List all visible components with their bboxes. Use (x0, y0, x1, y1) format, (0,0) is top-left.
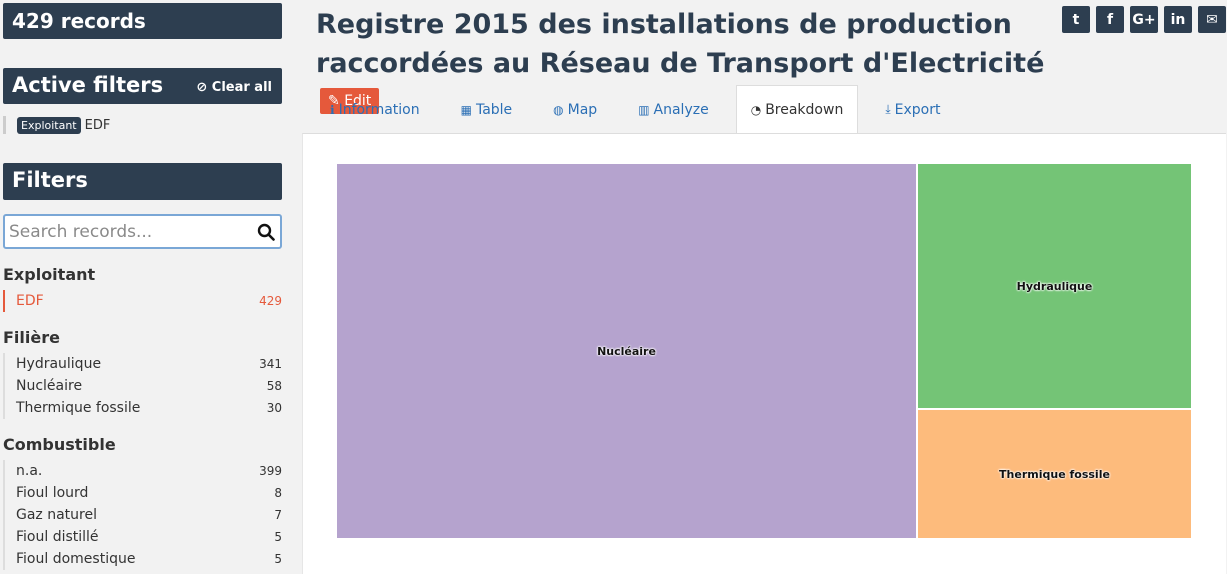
edit-label: Edit (344, 92, 372, 109)
clear-icon: ⊘ (196, 80, 208, 95)
facet-item-count: 5 (274, 552, 282, 566)
download-icon: ⤓ (885, 102, 891, 116)
tab-breakdown[interactable]: ◔ Breakdown (735, 85, 859, 134)
clear-all-label: Clear all (211, 80, 272, 95)
facet-item-count: 30 (266, 401, 282, 415)
google-plus-icon[interactable]: G+ (1130, 6, 1158, 33)
facet-item-gaz-naturel[interactable]: Gaz naturel 7 (5, 504, 282, 526)
facet-item-count: 58 (266, 379, 282, 393)
tab-label: Information (338, 101, 420, 118)
linkedin-icon[interactable]: in (1164, 6, 1192, 33)
treemap-label-hydraulique: Hydraulique (1016, 279, 1093, 293)
facet-item-thermique-fossile[interactable]: Thermique fossile 30 (5, 397, 282, 419)
bar-chart-icon: ▥ (638, 102, 650, 117)
tab-information[interactable]: ℹ Information (316, 85, 434, 134)
email-icon[interactable]: ✉ (1198, 6, 1226, 33)
facet-item-label: Fioul domestique (16, 551, 136, 567)
clear-all-button[interactable]: ⊘ Clear all (196, 80, 272, 95)
search-box (3, 214, 282, 249)
tab-export[interactable]: ⤓ Export (871, 85, 954, 134)
facet-item-fioul-lourd[interactable]: Fioul lourd 8 (5, 482, 282, 504)
search-input[interactable] (5, 216, 245, 247)
info-icon: ℹ (330, 102, 335, 117)
table-icon: ▦ (460, 102, 472, 117)
page-title: Registre 2015 des installations de produ… (316, 5, 1056, 122)
facet-item-hydraulique[interactable]: Hydraulique 341 (5, 353, 282, 375)
active-filter-tag: Exploitant (17, 116, 81, 134)
tab-label: Breakdown (765, 102, 844, 118)
active-filters-title: Active filters (12, 73, 164, 97)
tab-label: Export (894, 101, 941, 118)
facet-item-fioul-domestique[interactable]: Fioul domestique 5 (5, 548, 282, 570)
treemap-label-thermique-fossile: Thermique fossile (999, 467, 1110, 481)
active-filter-value: EDF (84, 117, 111, 133)
facet-item-label: Thermique fossile (16, 400, 141, 416)
twitter-icon[interactable]: t (1062, 6, 1090, 33)
treemap-cell-nucleaire[interactable]: Nucléaire (336, 163, 917, 539)
facet-item-label: Fioul distillé (16, 529, 99, 545)
facet-list-exploitant: EDF 429 (3, 290, 282, 312)
active-filters-header: Active filters ⊘ Clear all (3, 68, 282, 104)
tab-analyze[interactable]: ▥ Analyze (624, 85, 723, 134)
pencil-icon: ✎ (328, 92, 340, 109)
facet-item-label: EDF (16, 293, 44, 309)
facet-item-count: 429 (259, 294, 282, 308)
sidebar: 429 records Active filters ⊘ Clear all E… (0, 0, 290, 574)
tab-label: Analyze (653, 101, 709, 118)
tab-label: Map (567, 101, 598, 118)
facebook-icon[interactable]: f (1096, 6, 1124, 33)
page-title-line1: Registre 2015 des installations de produ… (316, 9, 1012, 40)
records-count: 429 records (3, 3, 282, 39)
facet-item-label: Fioul lourd (16, 485, 89, 501)
pie-chart-icon: ◔ (750, 103, 762, 117)
page-title-line2: raccordées au Réseau de Transport d'Elec… (316, 48, 1045, 79)
facet-title-combustible: Combustible (3, 435, 116, 454)
filters-title: Filters (3, 163, 282, 200)
facet-item-label: Gaz naturel (16, 507, 97, 523)
tab-table[interactable]: ▦ Table (447, 85, 527, 134)
facet-item-count: 8 (274, 486, 282, 500)
search-icon[interactable] (257, 223, 275, 241)
facet-item-count: 341 (259, 357, 282, 371)
facet-item-fioul-distille[interactable]: Fioul distillé 5 (5, 526, 282, 548)
treemap-cell-thermique-fossile[interactable]: Thermique fossile (917, 409, 1192, 539)
facet-item-label: Hydraulique (16, 356, 102, 372)
edit-button[interactable]: ✎ Edit (320, 87, 380, 114)
share-buttons: t f G+ in ✉ (1062, 6, 1226, 33)
facet-item-edf[interactable]: EDF 429 (5, 290, 282, 312)
facet-item-nucleaire[interactable]: Nucléaire 58 (5, 375, 282, 397)
globe-icon: ◍ (553, 102, 564, 117)
facet-item-label: Nucléaire (16, 378, 83, 394)
facet-item-na[interactable]: n.a. 399 (5, 460, 282, 482)
treemap-label-nucleaire: Nucléaire (597, 344, 656, 358)
tab-bar: ℹ Information ▦ Table ◍ Map ▥ Analyze ◔ … (316, 85, 967, 134)
facet-item-label: n.a. (16, 463, 43, 479)
treemap-chart: Nucléaire Hydraulique Thermique fossile (336, 163, 1192, 539)
facet-item-count: 7 (274, 508, 282, 522)
facet-item-count: 5 (274, 530, 282, 544)
treemap-cell-hydraulique[interactable]: Hydraulique (917, 163, 1192, 409)
facet-list-combustible: n.a. 399 Fioul lourd 8 Gaz naturel 7 Fio… (3, 460, 282, 570)
facet-list-filiere: Hydraulique 341 Nucléaire 58 Thermique f… (3, 353, 282, 419)
facet-item-count: 399 (259, 464, 282, 478)
tab-label: Table (475, 101, 513, 118)
active-filter-chip[interactable]: Exploitant EDF (3, 116, 110, 134)
facet-title-exploitant: Exploitant (3, 265, 96, 284)
tab-map[interactable]: ◍ Map (539, 85, 611, 134)
facet-title-filiere: Filière (3, 328, 60, 347)
